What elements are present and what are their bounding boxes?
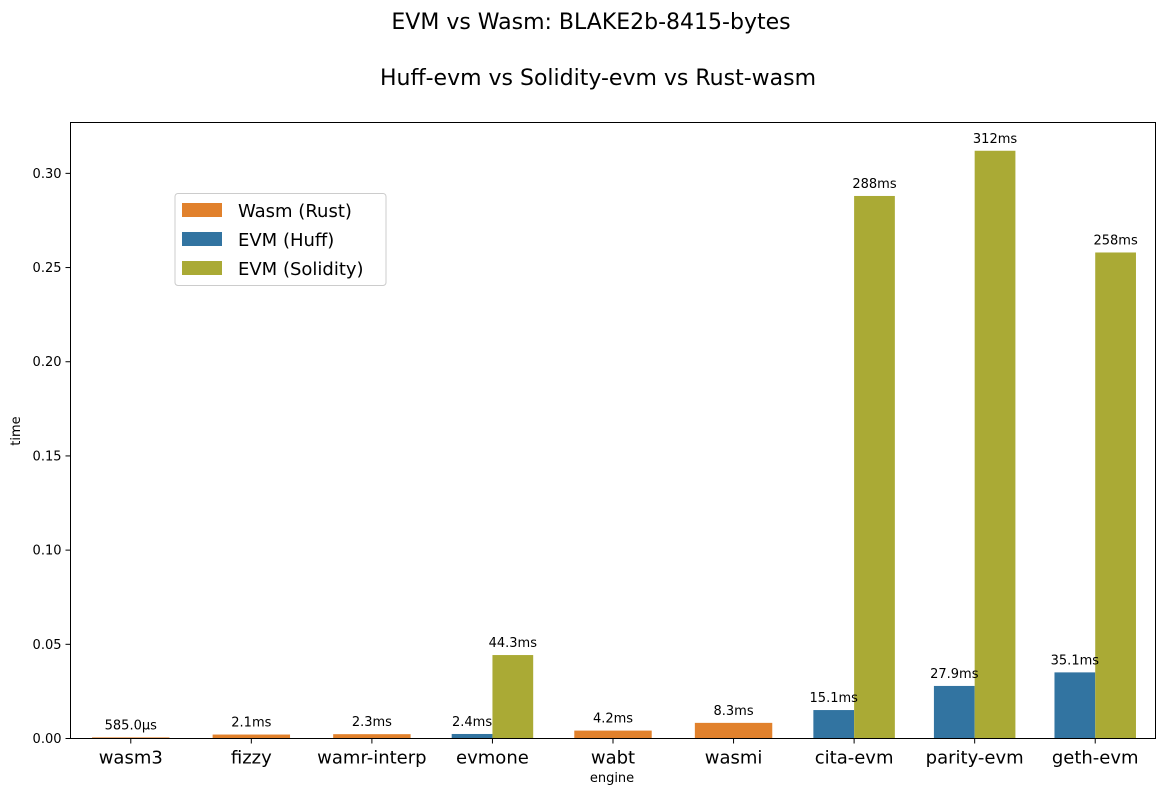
legend-label: EVM (Huff)	[238, 230, 334, 251]
legend-frame	[174, 193, 387, 286]
bar-value-label: 585.0µs	[105, 718, 157, 733]
x-tick-label: geth-evm	[1052, 748, 1139, 769]
chart-subtitle: Huff-evm vs Solidity-evm vs Rust-wasm	[380, 66, 816, 91]
bar-value-label: 44.3ms	[489, 636, 538, 651]
bar-wasm3-wasm-rust	[92, 737, 170, 739]
legend-swatch	[182, 232, 222, 246]
bar-value-label: 2.1ms	[231, 716, 271, 731]
bars-layer	[92, 150, 1136, 739]
bar-evmone-evm-solidity	[492, 655, 534, 739]
bar-value-label: 288ms	[852, 177, 896, 192]
bar-evmone-evm-huff	[451, 733, 493, 739]
chart-title: EVM vs Wasm: BLAKE2b-8415-bytes	[391, 10, 790, 35]
y-tick-label: 0.30	[33, 167, 62, 182]
x-tick-label: wasm3	[99, 748, 163, 769]
bar-wabt-wasm-rust	[574, 730, 652, 739]
bar-value-label: 35.1ms	[1051, 653, 1100, 668]
y-axis: 0.00 0.05 0.10 0.15 0.20 0.25 0.30	[33, 167, 71, 747]
y-axis-label: time	[9, 416, 24, 445]
x-tick-label: fizzy	[231, 748, 272, 769]
bar-value-label: 15.1ms	[810, 691, 859, 706]
bar-value-label: 8.3ms	[713, 704, 753, 719]
x-axis: wasm3 fizzy wamr-interp evmone wabt wasmi cita…	[99, 738, 1139, 769]
x-tick-label: wabt	[591, 748, 635, 769]
x-tick-label: wamr-interp	[317, 748, 426, 769]
bar-value-label: 2.3ms	[352, 715, 392, 730]
legend-label: EVM (Solidity)	[238, 259, 364, 280]
bar-wasmi-wasm-rust	[694, 722, 773, 739]
bar-value-label: 312ms	[973, 132, 1017, 147]
bar-cita-evm-evm-solidity	[854, 195, 895, 739]
bar-parity-evm-evm-huff	[933, 685, 975, 739]
x-tick-label: cita-evm	[815, 748, 894, 769]
bar-parity-evm-evm-solidity	[974, 150, 1016, 739]
bar-value-label: 258ms	[1093, 233, 1137, 248]
y-tick-label: 0.15	[33, 449, 62, 464]
legend-swatch	[182, 261, 222, 275]
bar-cita-evm-evm-huff	[813, 710, 855, 739]
x-axis-label: engine	[590, 771, 634, 786]
x-tick-label: evmone	[456, 748, 529, 769]
x-tick-label: parity-evm	[926, 748, 1024, 769]
bar-value-label: 4.2ms	[593, 712, 633, 727]
bar-fizzy-wasm-rust	[212, 734, 291, 739]
y-tick-label: 0.00	[33, 732, 62, 747]
y-tick-label: 0.10	[33, 544, 62, 559]
y-tick-label: 0.20	[33, 355, 62, 370]
bar-geth-evm-evm-huff	[1054, 672, 1096, 739]
legend-swatch	[182, 203, 222, 217]
bar-wamr-interp-wasm-rust	[333, 734, 411, 739]
bar-labels-layer: 585.0µs 2.1ms 2.3ms 2.4ms 44.3ms 4.2ms 8.3ms 15…	[105, 132, 1138, 734]
x-tick-label: wasmi	[705, 748, 763, 769]
bar-value-label: 27.9ms	[930, 667, 979, 682]
bar-value-label: 2.4ms	[452, 715, 492, 730]
legend-label: Wasm (Rust)	[238, 201, 352, 222]
y-tick-label: 0.05	[33, 638, 62, 653]
bar-geth-evm-evm-solidity	[1095, 252, 1136, 739]
y-tick-label: 0.25	[33, 261, 62, 276]
legend: Wasm (Rust) EVM (Huff) EVM (Solidity)	[174, 193, 387, 286]
